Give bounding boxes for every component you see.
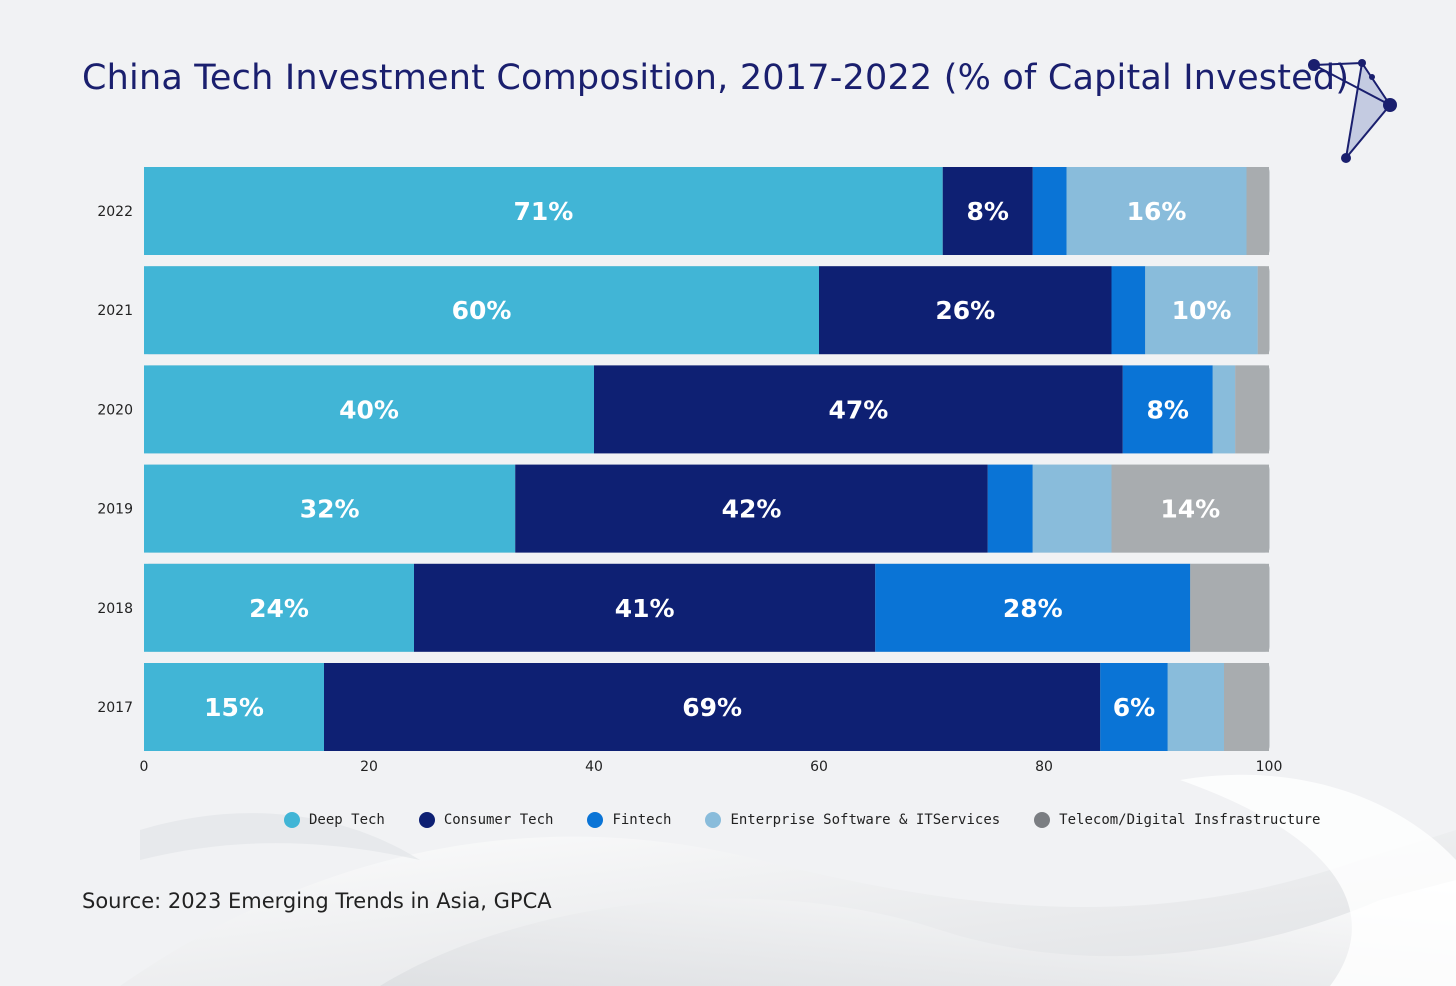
bar-segment [1257,266,1269,355]
y-tick-label: 2020 [97,402,133,418]
legend-label: Deep Tech [309,812,385,828]
bar-segment [875,563,1191,652]
y-tick-label: 2021 [97,303,133,319]
bar-segment [819,266,1112,355]
bar-segment [144,167,943,255]
bar-segment [144,464,516,553]
data-label: 32% [300,495,360,524]
legend-label: Telecom/Digital Insfrastructure [1059,812,1321,828]
data-label: 14% [1160,495,1220,524]
bar-segment [144,365,594,454]
bar-segment [1032,167,1067,255]
data-label: 69% [682,693,742,722]
bar-segment [1032,464,1112,553]
bar-segment [942,167,1033,255]
data-label: 42% [722,495,782,524]
legend-item-telecom: Telecom/Digital Insfrastructure [1034,812,1320,828]
data-label: 6% [1113,693,1155,722]
network-triangle-logo [1308,59,1397,163]
data-label: 8% [1147,395,1189,424]
data-label: 10% [1172,296,1232,325]
data-label: 40% [339,395,399,424]
bar-segment [1111,266,1146,355]
bar-segment [1246,167,1269,255]
x-tick-label: 0 [140,759,149,775]
x-tick-label: 40 [585,759,603,775]
bar-segment [987,464,1033,553]
bar-segment [324,663,1101,751]
bar-segment [1235,365,1269,454]
data-label: 15% [204,693,264,722]
legend-item-enterprise: Enterprise Software & ITServices [705,812,1000,828]
bar-segment [1145,266,1258,355]
bar-segment [594,365,1123,454]
bar-segment [1122,365,1213,454]
x-tick-label: 60 [810,759,828,775]
legend-item-deep-tech: Deep Tech [284,812,385,828]
bar-segment [515,464,988,553]
bar-segment [1167,663,1224,751]
data-label: 8% [967,197,1009,226]
legend-item-fintech: Fintech [587,812,671,828]
bar-segment [1100,663,1168,751]
bar-segment [1212,365,1236,454]
x-tick-label: 20 [360,759,378,775]
legend-swatch [705,812,722,828]
bar-segment [1066,167,1247,255]
data-label: 16% [1127,197,1187,226]
x-tick-label: 80 [1035,759,1053,775]
data-label: 28% [1003,594,1063,623]
bar-segment [1111,464,1269,553]
legend-label: Fintech [612,812,672,828]
x-tick-label: 100 [1256,759,1283,775]
legend-item-consumer-tech: Consumer Tech [418,812,554,828]
data-label: 26% [935,296,995,325]
data-label: 47% [828,395,888,424]
legend-swatch [284,812,300,828]
legend-swatch [1034,812,1051,828]
legend-label: Consumer Tech [443,812,554,828]
chart-title: China Tech Investment Composition, 2017-… [82,58,1350,98]
legend-label: Enterprise Software & ITServices [730,812,1001,828]
source-note: Source: 2023 Emerging Trends in Asia, GP… [82,889,552,913]
legend-swatch [587,812,604,828]
data-label: 71% [513,197,573,226]
data-label: 24% [249,594,309,623]
bar-segment [1224,663,1269,751]
chart-legend: Deep Tech Consumer Tech Fintech Enterpri… [284,812,1320,828]
y-tick-label: 2022 [97,204,133,220]
y-tick-label: 2019 [97,502,133,518]
data-label: 41% [615,594,675,623]
data-label: 60% [452,296,512,325]
bar-segment [144,563,414,652]
y-tick-label: 2018 [97,601,133,617]
bar-segment [144,663,324,751]
y-tick-label: 2017 [97,700,133,716]
bar-segment [144,266,819,355]
legend-swatch [418,812,435,828]
bar-segment [1190,563,1269,652]
bar-segment [414,563,876,652]
